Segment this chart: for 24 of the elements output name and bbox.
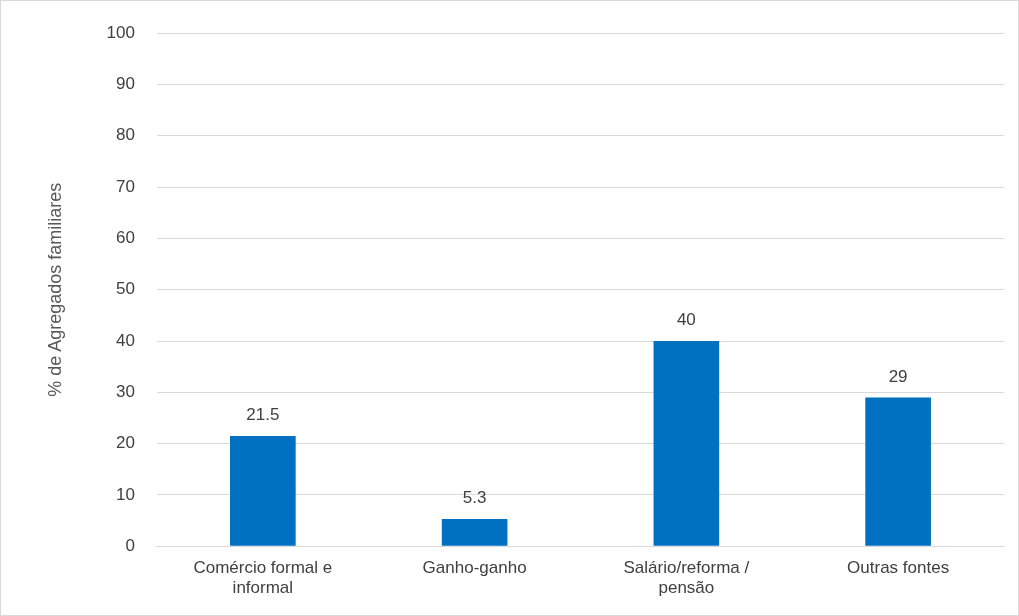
data-label: 40 (676, 310, 696, 330)
x-tick-label: Salário/reforma / pensão (623, 558, 750, 598)
y-axis-title: % de Agregados familiares (44, 182, 65, 397)
bar (653, 341, 720, 546)
x-tick-label: Outras fontes (847, 558, 950, 578)
x-tick-label: Ganho-ganho (422, 558, 527, 578)
bar (441, 519, 508, 546)
y-tick-label: 90 (116, 74, 135, 94)
y-tick-label: 0 (125, 535, 135, 555)
y-tick-label: 70 (116, 176, 135, 196)
y-tick-label: 50 (116, 279, 135, 299)
y-tick-label: 80 (116, 125, 135, 145)
data-label: 5.3 (462, 488, 487, 508)
y-tick-label: 10 (116, 484, 135, 504)
y-tick-label: 20 (116, 433, 135, 453)
x-tick-label: Comércio formal e informal (193, 558, 333, 598)
bar (865, 397, 931, 546)
y-tick-label: 40 (116, 330, 135, 350)
y-tick-label: 100 (106, 22, 135, 42)
y-tick-label: 30 (116, 381, 135, 401)
bar (230, 435, 296, 546)
data-label: 29 (888, 366, 908, 386)
y-tick-label: 60 (116, 228, 135, 248)
data-label: 21.5 (246, 405, 280, 425)
